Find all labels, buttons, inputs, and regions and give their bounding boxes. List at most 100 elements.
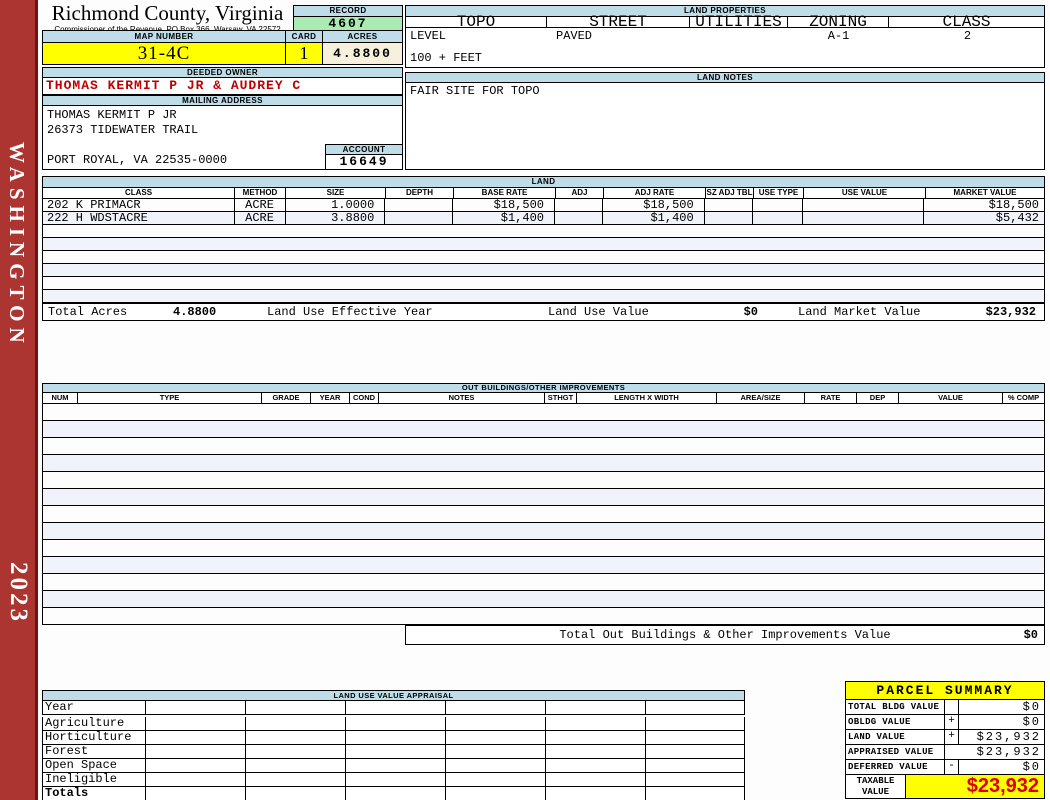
cell-sz-adj-tbl [705, 199, 753, 211]
empty-cell [545, 745, 645, 759]
empty-cell [445, 731, 545, 745]
page-subtitle: Commissioner of the Revenue, PO Box 366,… [42, 25, 293, 34]
empty-cell [445, 787, 545, 800]
operator [945, 700, 959, 714]
column-header-length-width: LENGTH X WIDTH [576, 393, 716, 404]
empty-row [42, 421, 1045, 438]
empty-row [42, 472, 1045, 489]
cell-adj-rate: $18,500 [603, 199, 705, 211]
account-box: ACCOUNT 16649 [325, 144, 403, 170]
empty-row [42, 455, 1045, 472]
empty-row [42, 506, 1045, 523]
cell-method: ACRE [235, 212, 286, 224]
appraised-value-label: APPRAISED VALUE [846, 745, 945, 759]
land-notes-text: FAIR SITE FOR TOPO [405, 83, 1045, 170]
empty-cell [245, 717, 345, 731]
map-card-acres-row: MAP NUMBER 31-4C CARD 1 ACRES 4.8800 [42, 30, 403, 65]
mailing-line: PORT ROYAL, VA 22535-0000 [47, 153, 228, 167]
empty-cell [545, 787, 645, 800]
cell-depth [385, 212, 454, 224]
deeded-owner-label: DEEDED OWNER [42, 67, 403, 78]
row-label-horticulture: Horticulture [42, 731, 145, 745]
deferred-value-label: DEFERRED VALUE [846, 760, 945, 774]
column-header-dep: DEP [856, 393, 898, 404]
column-header-pct-comp: % COMP [1002, 393, 1045, 404]
taxable-value: $23,932 [906, 775, 1044, 798]
empty-cell [145, 717, 245, 731]
empty-cell [245, 701, 345, 715]
column-header-type: TYPE [77, 393, 261, 404]
empty-cell [245, 759, 345, 773]
cell-adj [555, 212, 603, 224]
column-header-num: NUM [42, 393, 77, 404]
parcel-summary-title: PARCEL SUMMARY [845, 681, 1045, 700]
taxable-value-label: TAXABLE VALUE [846, 775, 906, 798]
tax-year-vertical-label: 2023 [5, 562, 32, 624]
row-label-open-space: Open Space [42, 759, 145, 773]
empty-row [42, 574, 1045, 591]
column-header-depth: DEPTH [385, 188, 453, 199]
column-header-use-type: USE TYPE [753, 188, 803, 199]
table-row: Open Space [42, 759, 745, 773]
deferred-value: $0 [1022, 760, 1041, 774]
empty-row [42, 404, 1045, 421]
page-title: Richmond County, Virginia [51, 1, 284, 25]
county-vertical-label: WASHINGTON [5, 142, 29, 349]
empty-cell [545, 731, 645, 745]
effective-year-label: Land Use Effective Year [267, 305, 433, 319]
empty-cell [645, 717, 745, 731]
cell-depth [385, 199, 454, 211]
empty-cell [345, 759, 445, 773]
total-bldg-value: $0 [1022, 700, 1041, 714]
empty-row [42, 225, 1045, 238]
table-row: Agriculture [42, 717, 745, 731]
column-header-adj-rate: ADJ RATE [603, 188, 705, 199]
obldg-value-label: OBLDG VALUE [846, 715, 945, 729]
land-table-headers: CLASS METHOD SIZE DEPTH BASE RATE ADJ AD… [42, 188, 1045, 199]
column-header-year: YEAR [310, 393, 349, 404]
empty-row [42, 489, 1045, 506]
table-row: 222 H WDSTACRE ACRE 3.8800 $1,400 $1,400… [42, 212, 1045, 225]
cell-sz-adj-tbl [705, 212, 753, 224]
column-header-use-value: USE VALUE [803, 188, 925, 199]
summary-row: LAND VALUE + $23,932 [845, 730, 1045, 745]
empty-cell [145, 745, 245, 759]
mailing-address-block: THOMAS KERMIT P JR 26373 TIDEWATER TRAIL… [42, 106, 403, 170]
map-number-value: 31-4C [42, 43, 285, 65]
out-buildings-total-value: $0 [1023, 628, 1038, 642]
cell-method: ACRE [235, 199, 286, 211]
column-header-cond: COND [349, 393, 378, 404]
empty-cell [645, 759, 745, 773]
empty-cell [345, 787, 445, 800]
column-header-rate: RATE [804, 393, 856, 404]
summary-row: TOTAL BLDG VALUE $0 [845, 700, 1045, 715]
empty-cell [445, 759, 545, 773]
empty-cell [645, 745, 745, 759]
column-header-notes: NOTES [378, 393, 544, 404]
empty-cell [445, 745, 545, 759]
empty-row [42, 277, 1045, 290]
cell-adj [555, 199, 603, 211]
empty-cell [245, 773, 345, 787]
summary-row: OBLDG VALUE + $0 [845, 715, 1045, 730]
operator: + [945, 715, 959, 729]
land-use-appraisal-table: Year Agriculture Horticulture Forest Ope… [42, 701, 745, 800]
empty-cell [245, 787, 345, 800]
land-totals-row: Total Acres 4.8800 Land Use Effective Ye… [42, 303, 1045, 321]
column-header-zoning: ZONING [787, 14, 888, 30]
summary-row: DEFERRED VALUE - $0 [845, 760, 1045, 775]
total-bldg-value-label: TOTAL BLDG VALUE [846, 700, 945, 714]
mailing-address-label: MAILING ADDRESS [42, 95, 403, 106]
empty-cell [645, 701, 745, 715]
total-acres-value: 4.8800 [173, 305, 217, 319]
empty-cell [645, 773, 745, 787]
land-notes-title: LAND NOTES [405, 72, 1045, 83]
mailing-line: 26373 TIDEWATER TRAIL [47, 123, 199, 137]
cell-adj-rate: $1,400 [603, 212, 705, 224]
empty-row [42, 438, 1045, 455]
land-value-label: LAND VALUE [846, 730, 945, 744]
column-header-grade: GRADE [261, 393, 310, 404]
row-label-ineligible: Ineligible [42, 773, 145, 787]
land-properties-values: LEVEL PAVED A-1 2 100 + FEET [405, 28, 1045, 68]
map-number-label: MAP NUMBER [42, 30, 285, 43]
